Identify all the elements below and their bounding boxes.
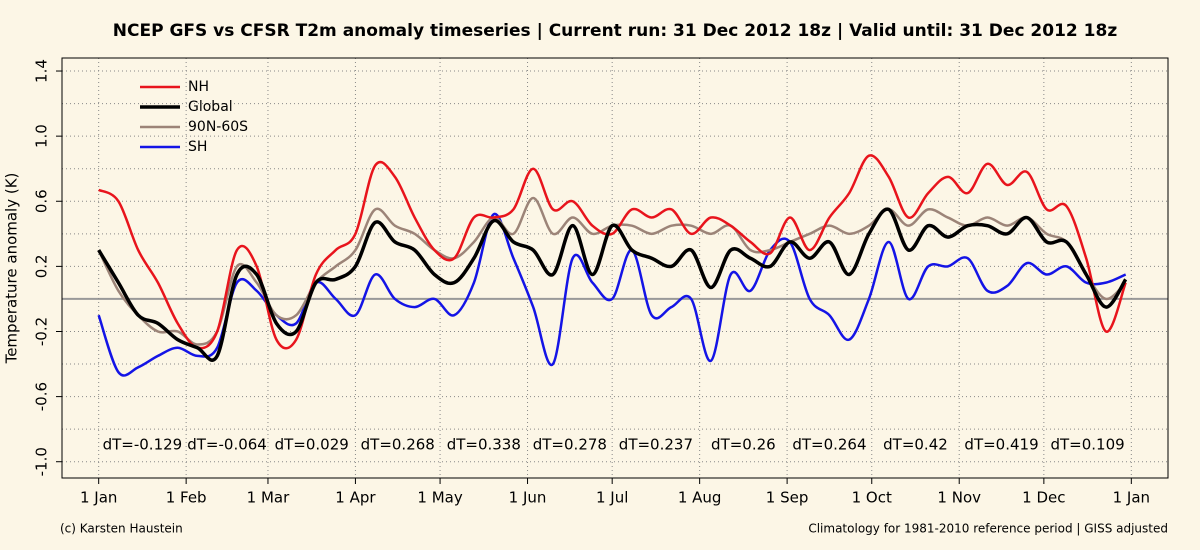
x-tick-label: 1 May (417, 489, 462, 507)
annotation: dT=0.237 (619, 436, 693, 454)
annotation: dT=0.268 (361, 436, 435, 454)
annotation: dT=0.42 (883, 436, 948, 454)
footer-left: (c) Karsten Haustein (60, 522, 183, 536)
x-tick-label: 1 Apr (335, 489, 376, 507)
annotation: dT=0.419 (964, 436, 1038, 454)
annotation: dT=0.338 (447, 436, 521, 454)
annotation: dT=0.278 (533, 436, 607, 454)
x-tick-label: 1 Jan (80, 489, 117, 507)
legend-label: 90N-60S (188, 119, 248, 135)
x-tick-label: 1 Jan (1113, 489, 1150, 507)
legend-label: SH (188, 139, 207, 155)
x-tick-label: 1 Jun (509, 489, 547, 507)
x-tick-label: 1 Sep (766, 489, 809, 507)
y-tick-label: -1.0 (33, 447, 51, 476)
series-line (97, 207, 1128, 362)
annotation: dT=0.264 (792, 436, 866, 454)
annotation: dT=-0.129 (103, 436, 183, 454)
x-tick-label: 1 Nov (937, 489, 981, 507)
y-tick-label: 1.0 (33, 124, 51, 148)
y-axis-label: Temperature anomaly (K) (3, 173, 21, 365)
footer-right: Climatology for 1981-2010 reference peri… (808, 522, 1168, 536)
annotation: dT=0.109 (1050, 436, 1124, 454)
y-tick-label: 0.6 (33, 189, 51, 213)
x-tick-label: 1 Feb (166, 489, 207, 507)
x-tick-label: 1 Mar (247, 489, 290, 507)
y-tick-label: 1.4 (33, 59, 51, 83)
chart-title: NCEP GFS vs CFSR T2m anomaly timeseries … (113, 21, 1118, 41)
annotation: dT=0.26 (711, 436, 776, 454)
x-tick-label: 1 Aug (678, 489, 722, 507)
series-line (98, 154, 1127, 350)
x-tick-label: 1 Oct (852, 489, 892, 507)
legend-label: Global (188, 99, 233, 115)
y-tick-label: 0.2 (33, 254, 51, 278)
x-tick-label: 1 Dec (1022, 489, 1065, 507)
legend-label: NH (188, 79, 209, 95)
y-tick-label: -0.6 (33, 382, 51, 411)
plot-frame (61, 57, 1169, 479)
y-tick-label: -0.2 (33, 317, 51, 346)
x-tick-label: 1 Jul (596, 489, 628, 507)
annotation: dT=0.029 (275, 436, 349, 454)
annotation: dT=-0.064 (187, 436, 267, 454)
